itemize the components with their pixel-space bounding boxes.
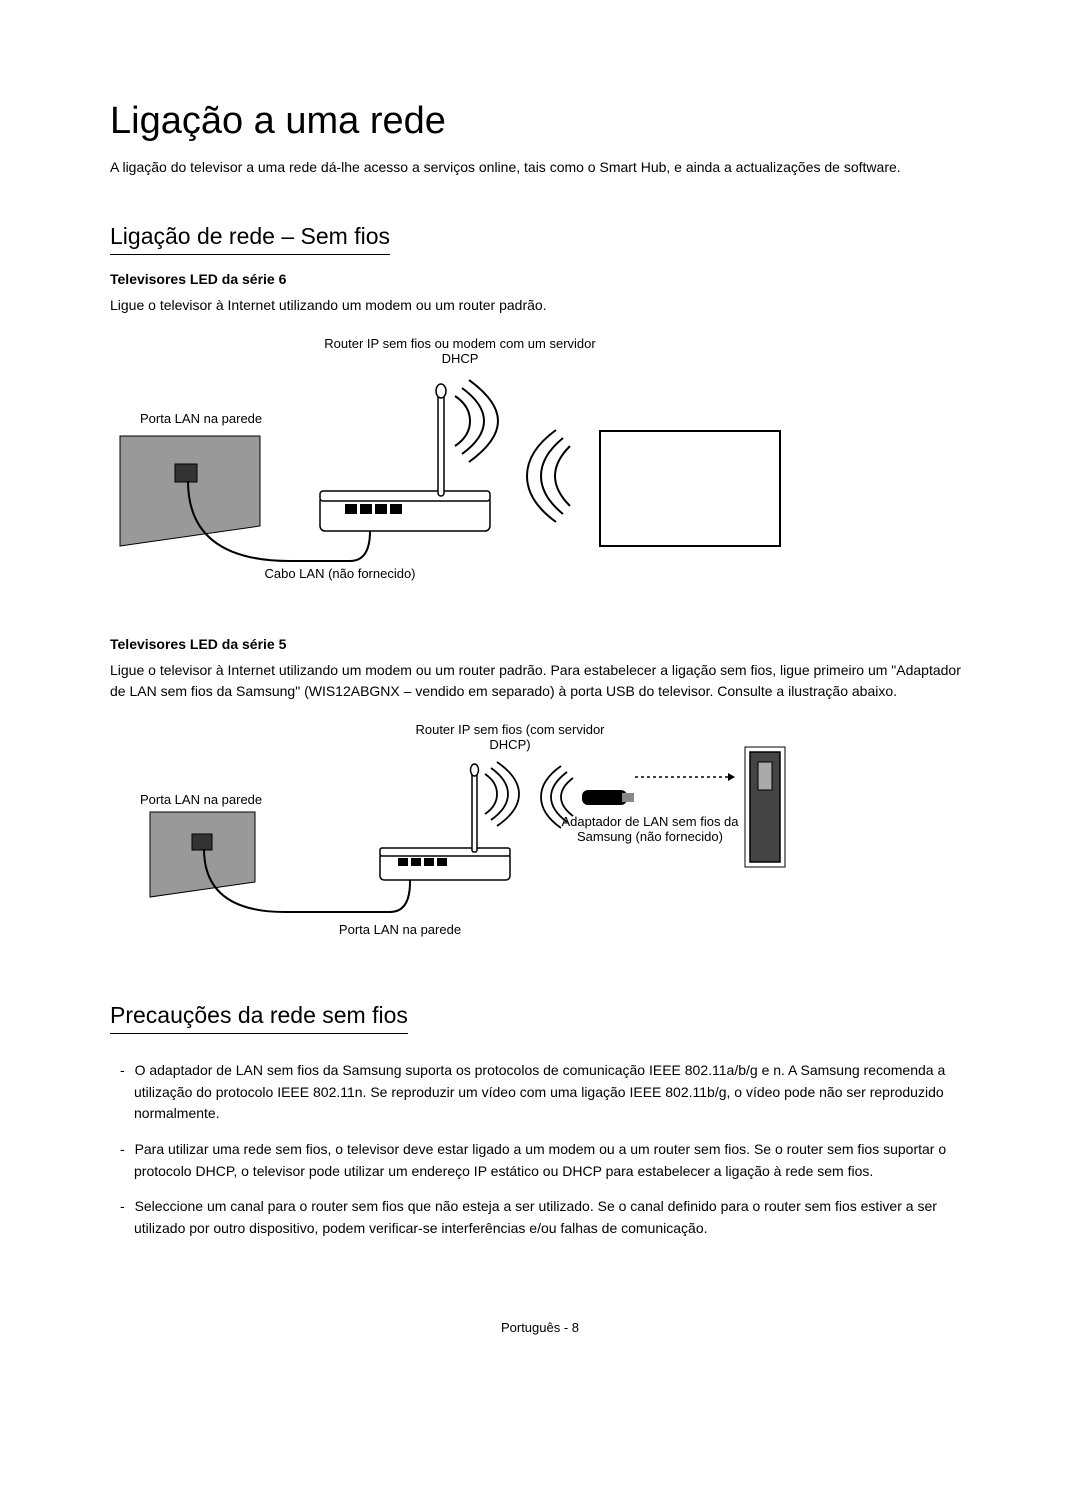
series6-diagram: Router IP sem fios ou modem com um servi… [110, 336, 970, 596]
precautions-section: Precauções da rede sem fios O adaptador … [110, 1002, 970, 1240]
lan-cable-label-1: Cabo LAN (não fornecido) [240, 566, 440, 581]
page-footer: Português - 8 [110, 1320, 970, 1335]
precaution-item: Seleccione um canal para o router sem fi… [110, 1196, 970, 1239]
wireless-section: Ligação de rede – Sem fios Televisores L… [110, 223, 970, 962]
series5-diagram: Router IP sem fios (com servidor DHCP) P… [110, 722, 970, 962]
series5-text: Ligue o televisor à Internet utilizando … [110, 660, 970, 702]
diagram1-svg [110, 336, 850, 596]
precaution-item: Para utilizar uma rede sem fios, o telev… [110, 1139, 970, 1182]
section1-heading: Ligação de rede – Sem fios [110, 223, 390, 255]
lan-port-label-2: Porta LAN na parede [140, 792, 300, 807]
bottom-lan-label: Porta LAN na parede [300, 922, 500, 937]
series5-heading: Televisores LED da série 5 [110, 636, 970, 652]
intro-text: A ligação do televisor a uma rede dá-lhe… [110, 157, 970, 178]
router-label-1: Router IP sem fios ou modem com um servi… [310, 336, 610, 366]
lan-port-label-1: Porta LAN na parede [140, 411, 300, 426]
router-label-2: Router IP sem fios (com servidor DHCP) [410, 722, 610, 752]
adapter-label: Adaptador de LAN sem fios da Samsung (nã… [550, 814, 750, 844]
section2-heading: Precauções da rede sem fios [110, 1002, 408, 1034]
series6-text: Ligue o televisor à Internet utilizando … [110, 295, 970, 316]
series6-heading: Televisores LED da série 6 [110, 271, 970, 287]
precaution-item: O adaptador de LAN sem fios da Samsung s… [110, 1060, 970, 1125]
precaution-list: O adaptador de LAN sem fios da Samsung s… [110, 1060, 970, 1240]
page-title: Ligação a uma rede [110, 100, 970, 143]
